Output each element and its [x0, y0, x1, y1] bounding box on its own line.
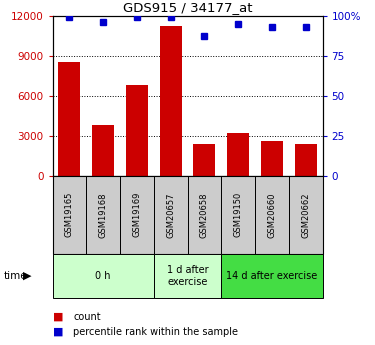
Bar [255, 176, 289, 254]
Bar [120, 176, 154, 254]
Text: GSM19169: GSM19169 [132, 192, 141, 237]
Text: GSM19150: GSM19150 [234, 192, 243, 237]
Bar [126, 85, 148, 176]
Bar [295, 144, 316, 176]
Bar [227, 133, 249, 176]
Text: GSM20657: GSM20657 [166, 192, 175, 237]
Text: count: count [73, 312, 101, 322]
Text: ■: ■ [53, 327, 63, 337]
Text: time: time [4, 271, 27, 281]
Bar [154, 254, 221, 298]
Text: GSM20658: GSM20658 [200, 192, 209, 237]
Bar [160, 26, 182, 176]
Bar [261, 141, 283, 176]
Text: GSM20662: GSM20662 [301, 192, 310, 237]
Title: GDS915 / 34177_at: GDS915 / 34177_at [123, 1, 252, 14]
Text: 0 h: 0 h [95, 271, 111, 281]
Text: GSM19165: GSM19165 [65, 192, 74, 237]
Text: percentile rank within the sample: percentile rank within the sample [73, 327, 238, 337]
Text: GSM19168: GSM19168 [99, 192, 108, 237]
Bar [221, 254, 322, 298]
Bar [221, 176, 255, 254]
Bar [53, 176, 86, 254]
Bar [194, 144, 215, 176]
Bar [53, 254, 154, 298]
Bar [58, 62, 80, 176]
Text: 14 d after exercise: 14 d after exercise [226, 271, 318, 281]
Bar [289, 176, 322, 254]
Bar [188, 176, 221, 254]
Text: ▶: ▶ [23, 271, 31, 281]
Bar [86, 176, 120, 254]
Text: GSM20660: GSM20660 [267, 192, 276, 237]
Bar [154, 176, 188, 254]
Text: 1 d after
exercise: 1 d after exercise [166, 265, 208, 287]
Bar [92, 125, 114, 176]
Text: ■: ■ [53, 312, 63, 322]
